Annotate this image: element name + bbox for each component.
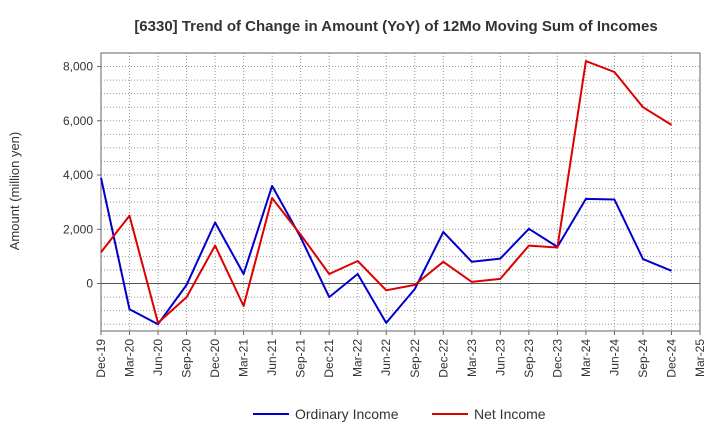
x-tick-label: Jun-21 xyxy=(265,339,279,376)
x-tick-label: Mar-22 xyxy=(351,339,365,377)
x-tick-label: Jun-23 xyxy=(493,339,507,376)
series-lines xyxy=(100,60,673,326)
y-tick-label: 0 xyxy=(86,277,93,291)
series-line xyxy=(100,177,672,326)
y-axis-label: Amount (million yen) xyxy=(7,132,22,251)
x-tick-label: Mar-24 xyxy=(579,339,593,377)
x-tick-label: Sep-21 xyxy=(294,339,308,378)
y-tick-label: 2,000 xyxy=(63,222,93,236)
x-tick-label: Dec-23 xyxy=(550,339,564,378)
y-tick-label: 6,000 xyxy=(63,114,93,128)
y-tick-label: 4,000 xyxy=(63,168,93,182)
x-tick-label: Sep-24 xyxy=(636,339,650,378)
x-tick-label: Mar-21 xyxy=(237,339,251,377)
x-tick-label: Jun-24 xyxy=(607,339,621,376)
x-tick-label: Dec-21 xyxy=(322,339,336,378)
x-tick-label: Mar-20 xyxy=(123,339,137,377)
grid xyxy=(101,52,700,331)
x-tick-label: Jun-20 xyxy=(151,339,165,376)
x-tick-label: Dec-20 xyxy=(208,339,222,378)
x-axis-ticks: Dec-19 Mar-20 Jun-20 Sep-20 Dec-20 Mar-21 Jun-… xyxy=(94,331,707,378)
legend-label: Net Income xyxy=(474,406,546,422)
x-tick-label: Dec-19 xyxy=(94,339,108,378)
x-tick-label: Sep-22 xyxy=(408,339,422,378)
x-tick-label: Mar-23 xyxy=(465,339,479,377)
plot-frame xyxy=(100,52,701,332)
y-axis-ticks: 0 2,000 4,000 6,000 8,000 xyxy=(63,60,101,291)
x-tick-label: Dec-22 xyxy=(436,339,450,378)
x-tick-label: Dec-24 xyxy=(664,339,678,378)
x-tick-label: Sep-20 xyxy=(180,339,194,378)
x-tick-label: Jun-22 xyxy=(379,339,393,376)
legend-label: Ordinary Income xyxy=(295,406,399,422)
x-tick-label: Sep-23 xyxy=(522,339,536,378)
chart-title: [6330] Trend of Change in Amount (YoY) o… xyxy=(134,18,657,35)
series-line xyxy=(100,60,673,324)
legend: Ordinary Income Net Income xyxy=(253,406,546,422)
y-tick-label: 8,000 xyxy=(63,60,93,74)
x-tick-label: Mar-25 xyxy=(693,339,707,377)
